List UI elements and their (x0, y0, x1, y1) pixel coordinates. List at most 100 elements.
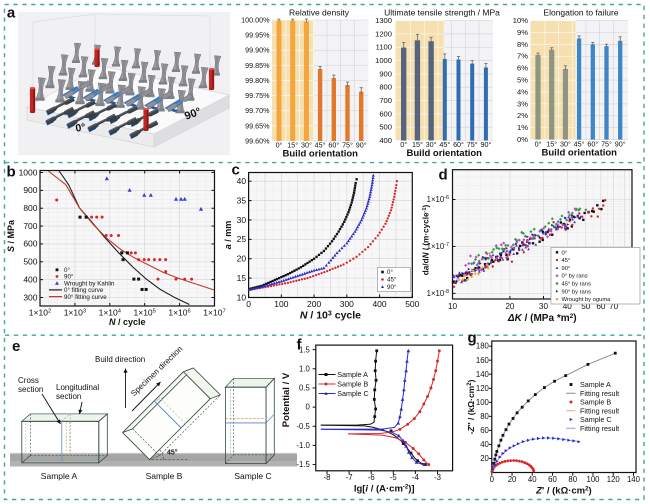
svg-text:-0.5: -0.5 (296, 422, 310, 431)
svg-text:Build orientation: Build orientation (542, 148, 618, 159)
svg-text:80: 80 (480, 412, 489, 421)
svg-text:f: f (297, 337, 303, 354)
svg-text:99.95%: 99.95% (245, 31, 270, 40)
svg-text:500: 500 (405, 299, 419, 309)
svg-text:500: 500 (379, 123, 392, 132)
svg-text:99.75%: 99.75% (245, 91, 270, 100)
svg-text:600: 600 (379, 109, 392, 118)
svg-text:1×10-6: 1×10-6 (427, 195, 449, 204)
svg-text:da/dN / (m·cycle-1): da/dN / (m·cycle-1) (422, 204, 431, 275)
svg-text:Fitting result: Fitting result (580, 424, 619, 433)
svg-text:75°: 75° (601, 140, 612, 149)
svg-text:0: 0 (490, 475, 495, 484)
svg-text:-3: -3 (434, 473, 441, 482)
svg-text:900: 900 (23, 185, 37, 195)
svg-text:e: e (12, 338, 20, 355)
svg-text:Sample C: Sample C (580, 415, 612, 424)
svg-text:1×106: 1×106 (168, 308, 190, 318)
svg-text:500: 500 (23, 257, 37, 267)
svg-text:0: 0 (246, 299, 251, 309)
svg-text:700: 700 (23, 221, 37, 231)
svg-text:99.85%: 99.85% (245, 61, 270, 70)
svg-text:0° fitting curve: 0° fitting curve (64, 287, 104, 294)
svg-text:30: 30 (237, 215, 247, 225)
svg-text:45°: 45° (387, 276, 397, 283)
svg-text:30: 30 (539, 302, 549, 311)
svg-text:300: 300 (23, 292, 37, 302)
svg-text:99.65%: 99.65% (245, 121, 270, 130)
svg-text:120: 120 (607, 475, 621, 484)
svg-text:60: 60 (480, 426, 489, 435)
svg-text:99.90%: 99.90% (245, 46, 270, 55)
svg-text:5%: 5% (517, 76, 528, 85)
svg-text:1×104: 1×104 (99, 308, 122, 318)
svg-text:10%: 10% (513, 16, 528, 25)
svg-text:800: 800 (23, 203, 37, 213)
svg-text:100: 100 (274, 299, 288, 309)
svg-text:Fitting result: Fitting result (580, 406, 619, 415)
svg-text:N / 103 cycle: N / 103 cycle (300, 310, 361, 322)
svg-text:Sample B: Sample B (337, 380, 368, 389)
svg-text:0°: 0° (562, 250, 568, 256)
svg-text:300: 300 (340, 299, 354, 309)
svg-text:100.00%: 100.00% (241, 15, 270, 24)
svg-text:S / MPa: S / MPa (6, 219, 16, 252)
svg-text:Z' / (kΩ·cm2): Z' / (kΩ·cm2) (535, 486, 591, 497)
svg-text:0°: 0° (276, 141, 283, 150)
svg-text:-8: -8 (324, 473, 331, 482)
svg-text:70: 70 (609, 302, 619, 311)
svg-text:Sample C: Sample C (337, 389, 369, 398)
svg-text:20: 20 (505, 302, 515, 311)
svg-text:-Z'' / (kΩ·cm2): -Z'' / (kΩ·cm2) (466, 379, 476, 434)
svg-text:99.70%: 99.70% (245, 106, 270, 115)
svg-text:a / mm: a / mm (223, 221, 233, 250)
svg-text:N / cycle: N / cycle (109, 317, 146, 327)
svg-text:90°: 90° (64, 274, 74, 281)
svg-text:section: section (56, 392, 81, 401)
svg-text:40: 40 (480, 440, 489, 449)
svg-text:900: 900 (379, 69, 392, 78)
svg-text:20: 20 (480, 454, 489, 463)
svg-text:Elongation to failure: Elongation to failure (543, 8, 618, 18)
svg-text:180: 180 (476, 342, 490, 351)
svg-text:1×10-7: 1×10-7 (427, 242, 449, 251)
svg-text:Sample A: Sample A (41, 471, 78, 481)
svg-text:60: 60 (548, 475, 557, 484)
svg-text:0°: 0° (400, 140, 407, 149)
svg-text:0%: 0% (517, 135, 528, 144)
svg-text:1100: 1100 (376, 43, 392, 52)
svg-text:20: 20 (237, 254, 247, 264)
svg-text:15: 15 (237, 273, 247, 283)
svg-text:120: 120 (476, 384, 490, 393)
svg-text:7%: 7% (517, 52, 528, 61)
svg-text:45°: 45° (315, 141, 326, 150)
svg-text:200: 200 (307, 299, 321, 309)
svg-text:600: 600 (23, 239, 37, 249)
svg-text:30°: 30° (426, 140, 437, 149)
svg-text:400: 400 (23, 274, 37, 284)
svg-text:100: 100 (586, 475, 600, 484)
svg-text:160: 160 (476, 356, 490, 365)
svg-text:Fitting result: Fitting result (580, 389, 619, 398)
svg-text:1.0: 1.0 (299, 364, 311, 373)
svg-text:15°: 15° (546, 140, 557, 149)
svg-text:45°: 45° (167, 449, 178, 457)
svg-text:400: 400 (379, 136, 392, 145)
svg-text:140: 140 (476, 370, 490, 379)
svg-text:-5: -5 (390, 473, 398, 482)
svg-text:0° by rans: 0° by rans (562, 274, 588, 280)
svg-text:1×10-8: 1×10-8 (427, 289, 449, 298)
svg-text:Relative density: Relative density (289, 8, 350, 18)
svg-text:1×105: 1×105 (134, 308, 156, 318)
svg-text:140: 140 (627, 475, 641, 484)
svg-text:90°: 90° (356, 141, 367, 150)
svg-text:99.80%: 99.80% (245, 76, 270, 85)
svg-text:1.5: 1.5 (299, 345, 311, 354)
svg-text:1×107: 1×107 (203, 308, 225, 318)
svg-text:Ultimate tensile strength / MP: Ultimate tensile strength / MPa (384, 8, 500, 18)
svg-text:a: a (7, 5, 16, 22)
svg-text:ΔK / (MPa *m2): ΔK / (MPa *m2) (507, 313, 577, 324)
svg-text:Potential / V: Potential / V (281, 372, 292, 427)
svg-text:35: 35 (237, 195, 247, 205)
svg-text:60°: 60° (587, 140, 598, 149)
